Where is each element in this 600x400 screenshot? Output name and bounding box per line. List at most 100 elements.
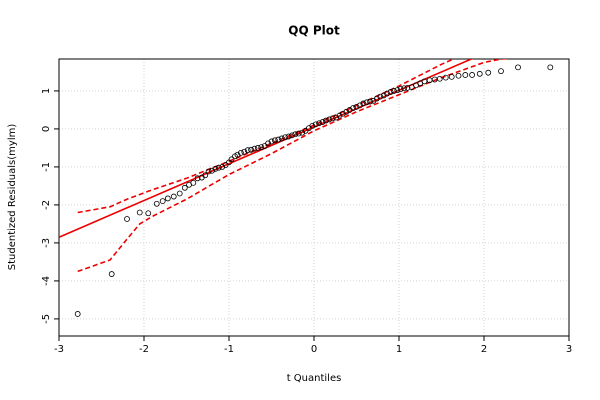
point xyxy=(108,271,115,277)
point xyxy=(394,87,401,94)
point xyxy=(202,172,209,179)
point xyxy=(319,119,326,125)
y-tick-label: 1 xyxy=(41,88,52,94)
point xyxy=(356,102,363,109)
point xyxy=(145,210,152,217)
point xyxy=(219,164,226,170)
point xyxy=(271,137,278,144)
point xyxy=(241,148,248,155)
point xyxy=(268,138,275,145)
point xyxy=(322,117,329,124)
point xyxy=(387,89,394,95)
point xyxy=(74,311,81,317)
point xyxy=(292,131,299,138)
point xyxy=(316,120,323,127)
point xyxy=(469,72,476,78)
point xyxy=(237,149,244,156)
point xyxy=(254,145,261,151)
point xyxy=(326,116,333,123)
point xyxy=(404,84,411,91)
x-tick-label: 3 xyxy=(566,344,572,355)
point xyxy=(455,72,462,79)
y-tick-label: -2 xyxy=(41,200,52,210)
reference-line xyxy=(59,59,474,238)
plot-area xyxy=(59,59,554,317)
y-tick-label: 0 xyxy=(41,126,52,132)
point xyxy=(205,168,212,175)
point xyxy=(194,175,201,182)
chart-title: QQ Plot xyxy=(288,24,340,38)
point xyxy=(124,216,130,222)
envelope-line xyxy=(77,59,456,214)
point xyxy=(299,129,306,136)
y-tick-label: -1 xyxy=(41,162,52,172)
point xyxy=(190,179,197,186)
point xyxy=(436,75,443,82)
point xyxy=(336,112,343,119)
point xyxy=(377,93,384,100)
point xyxy=(333,114,340,121)
x-tick-label: 0 xyxy=(311,344,317,355)
point xyxy=(329,115,336,122)
point xyxy=(360,100,367,107)
x-tick-label: 1 xyxy=(396,344,402,355)
y-axis-label: Studentized Residuals(mylm) xyxy=(7,124,18,271)
point xyxy=(153,200,160,207)
point xyxy=(164,195,171,202)
y-tick-label: -4 xyxy=(41,276,52,286)
point xyxy=(244,147,251,154)
point xyxy=(176,190,183,197)
point xyxy=(339,110,346,117)
point xyxy=(448,73,455,80)
point xyxy=(258,144,265,151)
point xyxy=(215,164,222,171)
y-tick-label: -3 xyxy=(41,238,52,248)
point xyxy=(288,132,295,139)
point xyxy=(251,145,258,152)
point xyxy=(462,72,469,78)
point xyxy=(248,146,255,153)
point xyxy=(390,88,397,94)
point xyxy=(353,103,360,110)
point xyxy=(265,140,272,147)
point xyxy=(209,167,215,174)
plot-frame xyxy=(58,58,570,337)
point xyxy=(295,130,302,137)
point xyxy=(181,184,188,191)
point xyxy=(228,156,235,163)
point xyxy=(350,105,357,111)
point xyxy=(485,69,492,76)
point xyxy=(397,86,404,92)
point xyxy=(234,151,241,158)
point xyxy=(159,198,166,205)
point xyxy=(367,98,374,105)
point xyxy=(373,95,380,102)
point xyxy=(547,64,554,71)
y-tick-label: -5 xyxy=(41,314,52,324)
point xyxy=(309,122,316,129)
x-tick-label: -1 xyxy=(224,344,234,355)
point xyxy=(380,92,387,99)
x-tick-label: 2 xyxy=(481,344,487,355)
point xyxy=(401,85,408,92)
point xyxy=(442,74,449,81)
point xyxy=(384,90,391,97)
point xyxy=(136,209,143,216)
point xyxy=(170,193,177,200)
point xyxy=(346,107,353,113)
point xyxy=(278,135,285,142)
x-tick-label: -2 xyxy=(139,344,149,355)
envelope-line xyxy=(77,59,511,273)
point xyxy=(343,108,350,115)
point xyxy=(275,136,282,143)
x-axis-label: t Quantiles xyxy=(287,373,342,384)
point xyxy=(476,70,483,77)
x-tick-label: -3 xyxy=(54,344,64,355)
point xyxy=(212,165,219,172)
point xyxy=(312,121,319,128)
point xyxy=(285,133,292,140)
point xyxy=(515,64,521,71)
point xyxy=(498,68,504,75)
point xyxy=(282,134,289,141)
